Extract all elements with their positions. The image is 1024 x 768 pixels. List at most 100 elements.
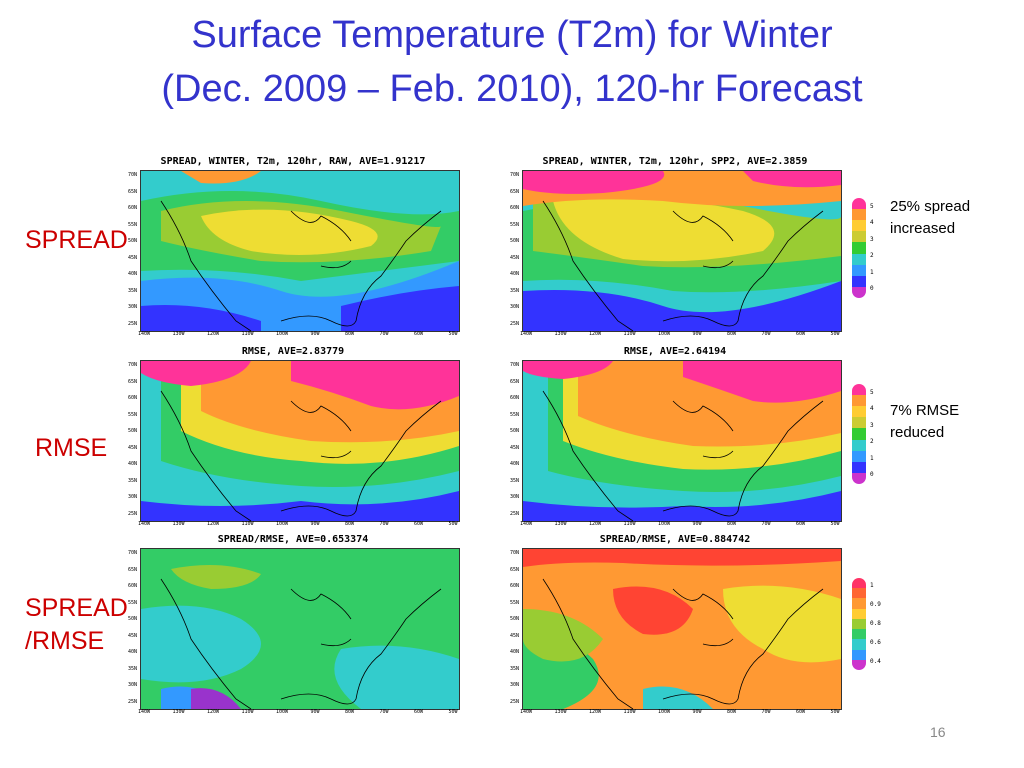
- latitude-label: 55N: [510, 411, 520, 418]
- longitude-label: 50W: [830, 521, 840, 527]
- colorbar-tick-label: 1: [870, 582, 874, 590]
- longitude-label: 120W: [207, 331, 220, 337]
- longitude-label: 110W: [241, 331, 254, 337]
- colorbar-segment: [852, 639, 866, 651]
- colorbar-segment: [852, 439, 866, 452]
- latitude-label: 25N: [510, 510, 520, 517]
- colorbar-tick-label: 5: [870, 202, 874, 210]
- latitude-label: 50N: [128, 238, 138, 244]
- latitude-label: 45N: [128, 632, 138, 639]
- colorbar-tick-label: 2: [870, 252, 874, 260]
- colorbar-segment: [852, 253, 866, 266]
- longitude-label: 100W: [276, 709, 289, 715]
- latitude-label: 35N: [128, 477, 138, 484]
- longitude-label: 60W: [414, 709, 424, 715]
- latitude-label: 35N: [510, 287, 520, 294]
- longitude-label: 130W: [554, 331, 567, 337]
- latitude-label: 45N: [510, 632, 520, 639]
- longitude-label: 120W: [589, 709, 602, 715]
- latitude-label: 65N: [128, 566, 138, 573]
- latitude-label: 40N: [510, 271, 520, 277]
- latitude-label: 30N: [128, 494, 138, 500]
- longitude-label: 110W: [241, 521, 254, 527]
- longitude-label: 80W: [727, 521, 737, 527]
- latitude-label: 70N: [510, 362, 520, 368]
- colorbar-segment: [852, 472, 866, 485]
- field-contour: [141, 305, 261, 331]
- latitude-label: 50N: [510, 428, 520, 434]
- colorbar-tick-label: 0.8: [870, 620, 881, 627]
- latitude-label: 65N: [128, 188, 138, 195]
- contour-map: [522, 170, 842, 332]
- colorbar-tick-label: 4: [870, 405, 874, 413]
- latitude-label: 50N: [128, 616, 138, 622]
- contour-map-svg: [523, 171, 841, 331]
- longitude-label: 120W: [589, 331, 602, 337]
- colorbar-ratio: 1 0.9 0.8 0.6 0.4: [852, 578, 881, 671]
- latitude-label: 65N: [128, 378, 138, 385]
- map-panel-rmse-spp2: RMSE, AVE=2.64194 70N 65N 60N 55N 50N 45N 40N 3…: [510, 346, 842, 527]
- colorbar-spread: 5 4 3 2 1 0: [852, 198, 874, 299]
- longitude-label: 140W: [138, 331, 151, 337]
- longitude-label: 140W: [520, 709, 533, 715]
- contour-map: [140, 548, 460, 710]
- colorbar-segment: [852, 242, 866, 255]
- longitude-label: 110W: [623, 331, 636, 337]
- latitude-label: 35N: [510, 477, 520, 484]
- colorbar-tick-label: 5: [870, 388, 874, 396]
- longitude-label: 80W: [345, 521, 355, 527]
- colorbar-tick-label: 4: [870, 219, 874, 227]
- colorbar-segment: [852, 450, 866, 463]
- longitude-label: 120W: [207, 709, 220, 715]
- colorbar-segment: [852, 417, 866, 429]
- longitude-label: 140W: [520, 521, 533, 527]
- longitude-label: 50W: [830, 709, 840, 715]
- latitude-label: 55N: [510, 599, 520, 606]
- latitude-label: 60N: [128, 395, 138, 401]
- colorbar-rmse: 5 4 3 2 1 0: [852, 384, 874, 485]
- latitude-label: 60N: [510, 583, 520, 589]
- latitude-label: 50N: [510, 616, 520, 622]
- contour-map-svg: [141, 171, 459, 331]
- longitude-label: 60W: [414, 521, 424, 527]
- contour-map: [140, 360, 460, 522]
- latitude-label: 70N: [128, 172, 138, 178]
- field-contour: [723, 585, 841, 663]
- longitude-label: 70W: [379, 331, 389, 337]
- latitude-label: 60N: [510, 395, 520, 401]
- latitude-label: 40N: [510, 649, 520, 655]
- latitude-label: 40N: [128, 649, 138, 655]
- longitude-label: 50W: [830, 331, 840, 337]
- map-panel-spread-spp2: SPREAD, WINTER, T2m, 120hr, SPP2, AVE=2.…: [510, 156, 842, 337]
- longitude-label: 130W: [172, 521, 185, 527]
- longitude-label: 90W: [310, 709, 320, 715]
- field-contour: [191, 688, 241, 709]
- colorbar-segment: [852, 209, 866, 221]
- field-contour: [523, 361, 613, 379]
- longitude-label: 80W: [345, 331, 355, 337]
- note-spread-increased: 25% spread increased: [890, 198, 971, 237]
- map-panel-spread-raw: SPREAD, WINTER, T2m, 120hr, RAW, AVE=1.9…: [128, 156, 460, 337]
- colorbar-tick-label: 1: [870, 454, 874, 462]
- field-contour: [181, 171, 261, 184]
- longitude-label: 60W: [414, 331, 424, 337]
- field-contour: [201, 209, 378, 255]
- map-panel-title: RMSE, AVE=2.83779: [241, 346, 345, 357]
- map-panel-title: SPREAD, WINTER, T2m, 120hr, SPP2, AVE=2.…: [542, 156, 808, 167]
- coastline: [542, 578, 824, 709]
- latitude-label: 40N: [128, 271, 138, 277]
- latitude-label: 60N: [510, 205, 520, 211]
- row-label-spread: SPREAD: [25, 226, 128, 254]
- latitude-label: 45N: [510, 444, 520, 451]
- colorbar-tick-label: 1: [870, 268, 874, 276]
- colorbar-segment: [852, 231, 866, 243]
- latitude-label: 55N: [128, 411, 138, 418]
- latitude-label: 60N: [128, 583, 138, 589]
- longitude-label: 90W: [310, 331, 320, 337]
- longitude-label: 110W: [623, 521, 636, 527]
- latitude-label: 70N: [510, 550, 520, 556]
- field-contour: [643, 686, 713, 709]
- latitude-label: 50N: [128, 428, 138, 434]
- longitude-label: 120W: [207, 521, 220, 527]
- colorbar-segment: [852, 264, 866, 277]
